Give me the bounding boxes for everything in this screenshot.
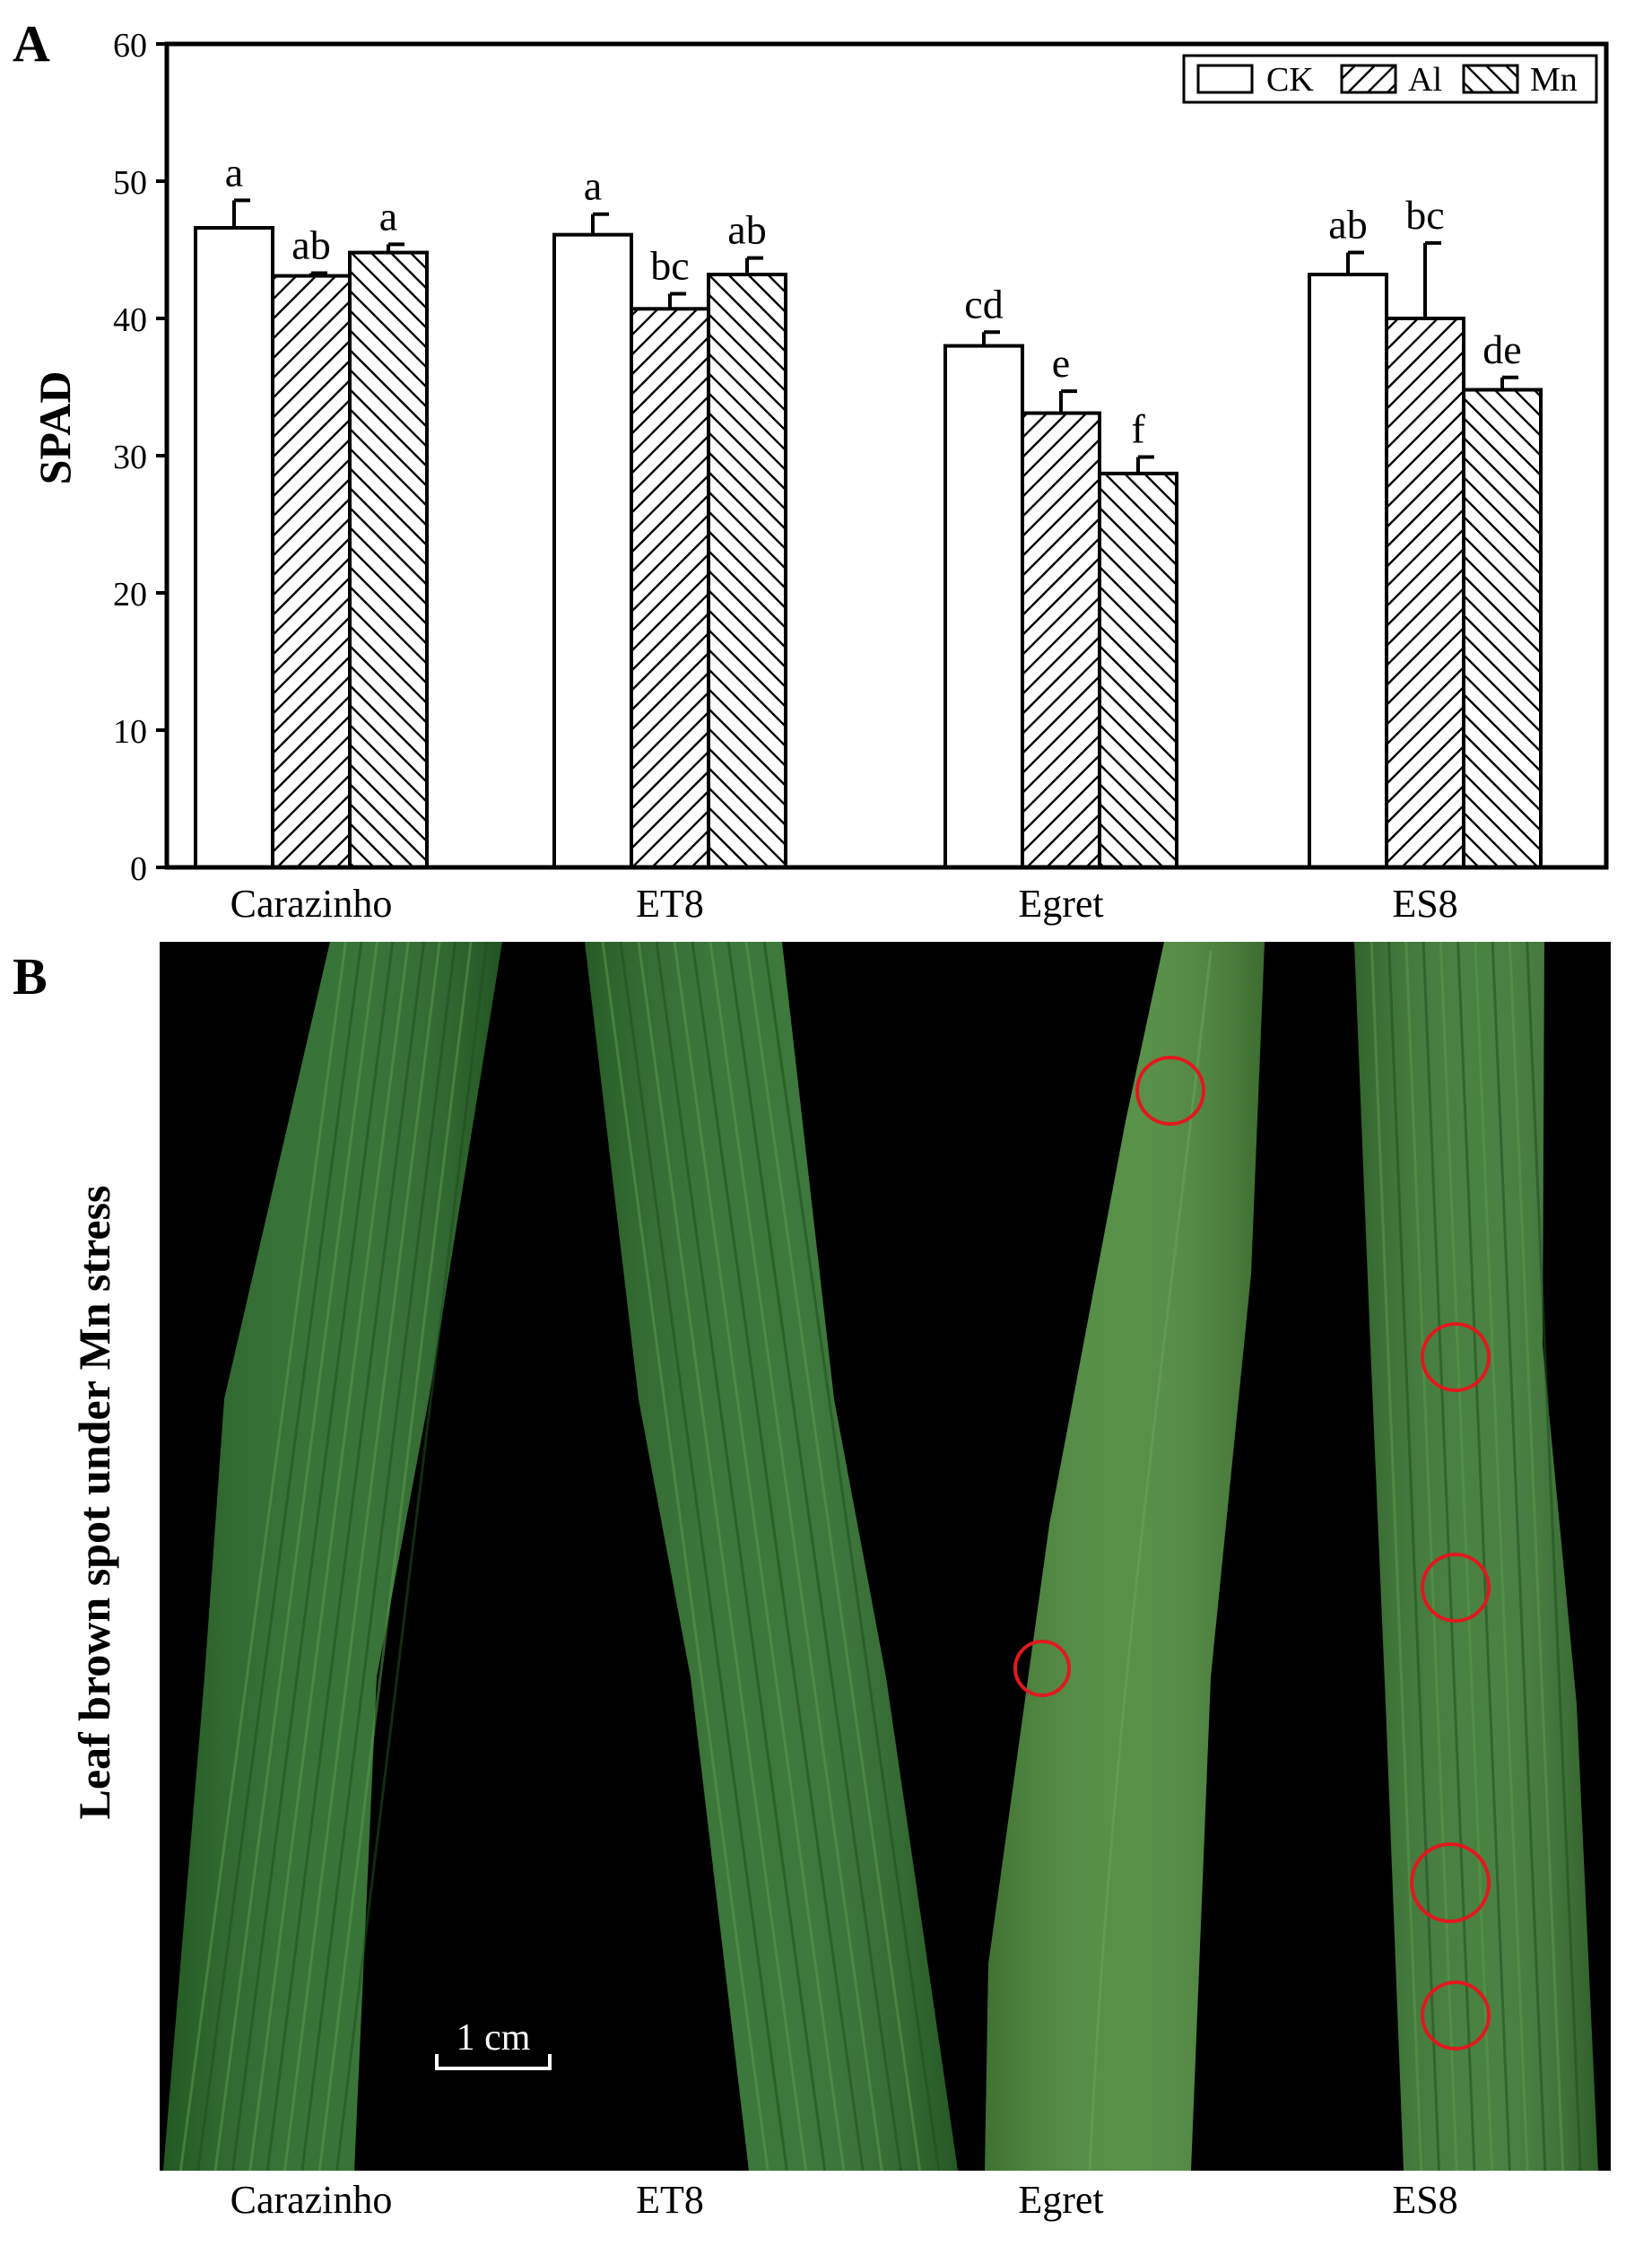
significance-label: a	[584, 163, 602, 209]
leaf-vein	[248, 941, 410, 2172]
leaf-label: ES8	[1392, 2178, 1457, 2222]
significance-label: bc	[1405, 192, 1444, 238]
significance-label: cd	[964, 281, 1003, 326]
leaf-label: Carazinho	[230, 2178, 393, 2222]
bar-mn-egret	[1098, 471, 1178, 869]
plot-frame	[164, 41, 1609, 870]
leaf-vein	[230, 941, 395, 2172]
y-tick-label: 50	[113, 164, 147, 202]
bar-al-et8	[630, 307, 710, 870]
leaf-vein	[1387, 941, 1440, 2172]
significance-label: ab	[291, 222, 330, 268]
legend-swatch-mn	[1462, 64, 1519, 94]
leaf-vein	[1088, 950, 1213, 2172]
leaf-vein	[283, 941, 441, 2172]
leaf-vein	[300, 941, 457, 2172]
brown-spot-marker	[1135, 1056, 1205, 1126]
significance-label: de	[1482, 326, 1521, 372]
leaf-vein	[691, 941, 865, 2172]
brown-spot-marker	[1421, 1553, 1491, 1623]
panel-a-label: A	[13, 14, 50, 73]
legend-swatch-al	[1340, 64, 1397, 94]
brown-spot-marker	[1421, 1322, 1491, 1392]
x-tick-label: Carazinho	[230, 882, 393, 926]
legend-label-mn: Mn	[1530, 61, 1578, 99]
leaf-vein	[1526, 941, 1582, 2172]
leaf-vein	[726, 941, 902, 2172]
leaf-vein	[196, 941, 363, 2172]
significance-label: a	[379, 193, 397, 239]
legend-label-ck: CK	[1266, 61, 1314, 99]
x-axis-labels: Carazinho ET8 Egret ES8	[230, 882, 1458, 926]
significance-label: ab	[1328, 202, 1367, 248]
legend-label-al: Al	[1408, 61, 1442, 99]
significance-label: e	[1052, 340, 1070, 386]
scale-bar: 1 cm	[435, 2017, 552, 2070]
bar-mn-carazinho	[348, 250, 429, 869]
significance-label: a	[225, 149, 243, 195]
leaf-vein	[601, 941, 769, 2172]
x-tick-label: ET8	[636, 882, 704, 926]
significance-label: bc	[650, 242, 689, 288]
leaf-vein	[744, 941, 922, 2172]
leaf-vein	[1474, 941, 1529, 2172]
leaf-vein	[265, 941, 426, 2172]
leaf-vein	[335, 941, 489, 2172]
bar-al-es8	[1385, 317, 1465, 869]
leaf-shading	[585, 942, 958, 2171]
bar-al-egret	[1021, 411, 1101, 869]
y-tick-label: 10	[113, 713, 147, 751]
panel-b-label: B	[13, 947, 48, 1006]
bar-ck-es8	[1308, 273, 1388, 870]
bar-mn-et8	[707, 273, 787, 870]
leaf-vein	[709, 941, 883, 2172]
leaf-vein	[1369, 941, 1423, 2172]
leaf-vein	[1404, 941, 1458, 2172]
photo-y-label: Leaf brown spot under Mn stress	[69, 1185, 119, 1819]
x-tick-label: Egret	[1018, 882, 1103, 926]
scale-bar-line	[435, 2054, 552, 2070]
y-tick-label: 40	[113, 301, 147, 339]
leaf-vein	[178, 941, 347, 2172]
leaf-vein	[1491, 941, 1547, 2172]
leaf-vein	[1508, 941, 1565, 2172]
leaf-vein	[762, 941, 941, 2172]
leaf-label: ET8	[636, 2178, 704, 2222]
significance-label: f	[1131, 406, 1145, 452]
photo-x-labels: Carazinho ET8 Egret ES8	[230, 2178, 1458, 2222]
brown-spot-marker	[1421, 1981, 1491, 2050]
y-tick-label: 20	[113, 576, 147, 614]
leaf-vein	[317, 941, 473, 2172]
y-tick-label: 0	[130, 850, 147, 888]
leaf-vein	[637, 941, 808, 2172]
leaf-vein	[655, 941, 827, 2172]
bar-al-carazinho	[271, 274, 352, 869]
bar-ck-carazinho	[194, 226, 274, 869]
leaf-shading	[985, 942, 1265, 2171]
legend: CK Al Mn	[1182, 54, 1598, 104]
brown-spot-marker	[1013, 1640, 1071, 1697]
brown-spot-markers	[1013, 1056, 1491, 2050]
scale-bar-label: 1 cm	[456, 2017, 531, 2059]
leaf-vein	[1456, 941, 1511, 2172]
bar-mn-es8	[1462, 387, 1543, 869]
leaf-vein	[619, 941, 788, 2172]
leaf-photo: 1 cm	[160, 941, 1611, 2172]
brown-spot-marker	[1410, 1842, 1491, 1923]
x-tick-label: ES8	[1392, 882, 1457, 926]
significance-label: ab	[727, 207, 766, 253]
y-axis-label: SPAD	[30, 371, 80, 485]
y-tick-label: 60	[113, 27, 147, 65]
legend-swatch-ck	[1196, 64, 1254, 94]
leaf-vein	[673, 941, 846, 2172]
leaf-vein	[213, 941, 378, 2172]
bar-ck-egret	[943, 344, 1024, 870]
leaf-label: Egret	[1018, 2178, 1103, 2222]
bar-ck-et8	[552, 232, 633, 870]
y-tick-label: 30	[113, 439, 147, 476]
y-axis: 0 10 20 30 40 50 60	[113, 27, 167, 888]
